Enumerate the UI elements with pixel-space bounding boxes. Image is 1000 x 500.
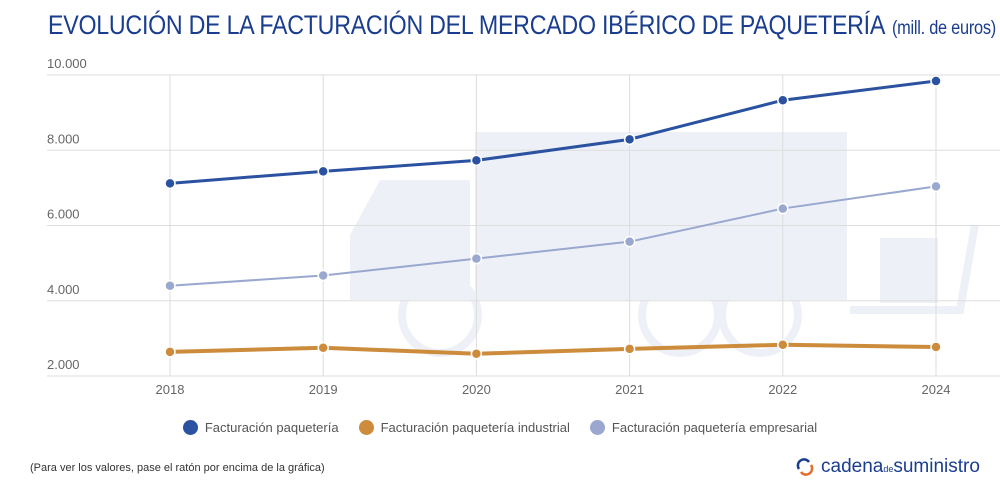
hover-note: (Para ver los valores, pase el ratón por… <box>30 462 325 474</box>
logo-icon <box>796 458 814 476</box>
data-point[interactable] <box>164 346 176 358</box>
data-point[interactable] <box>164 279 176 292</box>
legend-label: Facturación paquetería industrial <box>380 420 570 435</box>
legend: Facturación paquetería Facturación paquet… <box>0 420 1000 435</box>
y-tick-label: 8.000 <box>47 131 80 146</box>
data-point[interactable] <box>317 342 329 354</box>
series-line <box>169 185 937 287</box>
legend-label: Facturación paquetería <box>204 420 339 435</box>
x-tick-label: 2020 <box>462 382 491 397</box>
data-point[interactable] <box>777 202 789 215</box>
title-unit: (mill. de euros) <box>891 18 996 39</box>
legend-item[interactable]: Facturación paquetería industrial <box>358 420 570 435</box>
series-line <box>169 79 937 185</box>
x-tick-label: 2021 <box>615 382 644 397</box>
y-tick-label: 2.000 <box>47 357 80 372</box>
data-point[interactable] <box>470 348 483 360</box>
logo: cadenadesuministro <box>795 456 980 478</box>
data-point[interactable] <box>930 75 942 87</box>
x-tick-label: 2022 <box>768 382 797 397</box>
title-text: EVOLUCIÓN DE LA FACTURACIÓN DEL MERCADO … <box>48 10 886 40</box>
data-point[interactable] <box>470 154 483 167</box>
data-point[interactable] <box>930 341 942 353</box>
y-tick-label: 4.000 <box>47 282 80 297</box>
legend-dot-icon <box>182 420 198 435</box>
x-tick-label: 2024 <box>922 382 951 397</box>
data-point[interactable] <box>623 133 636 146</box>
legend-item[interactable]: Facturación paquetería <box>182 420 339 435</box>
legend-item[interactable]: Facturación paquetería empresarial <box>589 420 818 435</box>
y-tick-label: 6.000 <box>47 207 80 222</box>
data-point[interactable] <box>777 339 789 351</box>
data-point[interactable] <box>470 252 483 265</box>
data-point[interactable] <box>623 235 636 248</box>
data-point[interactable] <box>164 177 176 190</box>
line-chart: 2.000 4.000 6.000 8.000 10.000 2018 2019 2020 20… <box>47 56 1000 397</box>
data-point[interactable] <box>623 343 636 355</box>
chart-title: EVOLUCIÓN DE LA FACTURACIÓN DEL MERCADO … <box>48 10 996 41</box>
data-point[interactable] <box>777 94 789 106</box>
legend-label: Facturación paquetería empresarial <box>611 420 818 435</box>
x-tick-label: 2019 <box>309 382 338 397</box>
series-line <box>169 342 937 356</box>
background-truck-icon <box>350 132 979 357</box>
legend-dot-icon <box>589 420 605 435</box>
x-tick-label: 2018 <box>156 382 185 397</box>
legend-dot-icon <box>358 420 374 435</box>
data-point[interactable] <box>317 269 329 282</box>
data-point[interactable] <box>930 180 942 193</box>
data-point[interactable] <box>317 165 329 178</box>
y-tick-label: 10.000 <box>47 56 87 71</box>
